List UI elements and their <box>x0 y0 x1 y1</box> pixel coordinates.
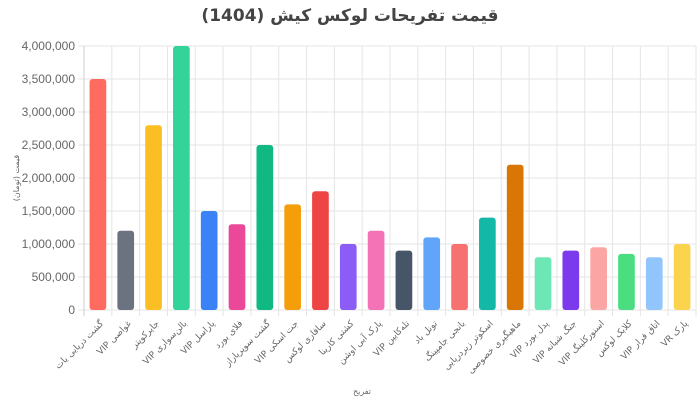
bar[interactable] <box>562 250 580 310</box>
y-tick-label: 3,500,000 <box>22 72 76 86</box>
bar[interactable] <box>284 204 301 310</box>
bar[interactable] <box>367 230 385 310</box>
y-tick-label: 0 <box>68 303 75 317</box>
bar[interactable] <box>173 46 190 310</box>
bar[interactable] <box>423 237 441 310</box>
y-tick-label: 1,000,000 <box>22 237 76 251</box>
bar[interactable] <box>312 191 329 310</box>
y-tick-label: 1,500,000 <box>22 204 76 218</box>
bar[interactable] <box>395 250 413 310</box>
bar[interactable] <box>339 244 357 310</box>
x-tick-label: گشت دریایی یات <box>52 317 106 371</box>
bar[interactable] <box>256 145 274 310</box>
x-tick-label: VIP اسنورکلینگ <box>556 318 607 369</box>
bar[interactable] <box>590 247 607 310</box>
x-tick-label: تونل باد <box>413 319 441 347</box>
bar[interactable] <box>645 257 663 310</box>
y-tick-label: 500,000 <box>32 270 76 284</box>
x-tick-label: اسکوتر زیردریایی <box>442 319 495 372</box>
y-axis-title: قیمت (تومان) <box>12 155 21 202</box>
bars <box>89 46 691 310</box>
chart-title: قیمت تفریحات لوکس کیش (1404) <box>201 6 499 26</box>
bar[interactable] <box>618 253 635 310</box>
y-tick-label: 3,000,000 <box>22 105 76 119</box>
x-tick-label: VR پارک <box>659 318 690 349</box>
bar[interactable] <box>145 125 162 310</box>
x-axis-title: تفریح <box>353 387 371 396</box>
y-axis-ticks: 0 500,000 1,000,000 1,500,000 2,000,000 2,500… <box>22 39 76 317</box>
bar[interactable] <box>117 230 135 310</box>
y-tick-label: 2,500,000 <box>22 138 76 152</box>
y-tick-label: 4,000,000 <box>22 39 76 53</box>
y-tick-label: 2,000,000 <box>22 171 76 185</box>
bar[interactable] <box>228 224 246 310</box>
x-tick-label: گشت سوپریاراز <box>221 317 273 369</box>
grid-lines <box>78 45 697 316</box>
bar[interactable] <box>479 217 496 310</box>
bar[interactable] <box>451 244 468 310</box>
bar[interactable] <box>506 164 524 310</box>
bar[interactable] <box>673 244 691 310</box>
bar[interactable] <box>200 211 218 310</box>
bar[interactable] <box>89 79 107 310</box>
bar[interactable] <box>534 257 552 310</box>
